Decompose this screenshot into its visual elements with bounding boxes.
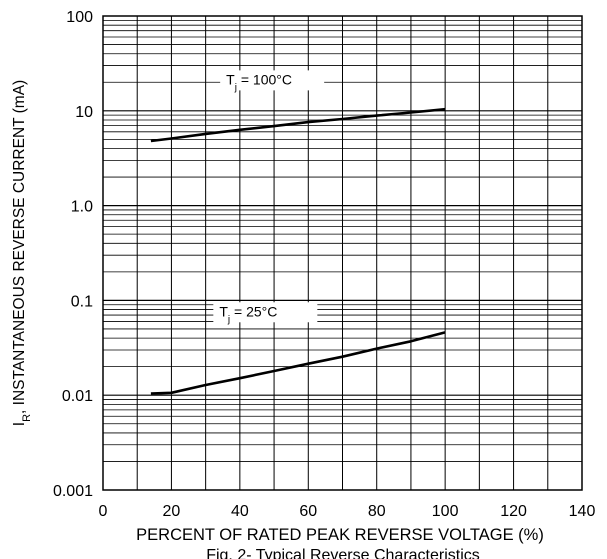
x-tick-label: 60 [299,503,317,520]
y-tick-label: 0.001 [53,483,93,500]
series-labels: Tj = 100°CTj = 25°C [213,70,325,325]
series-label-background [213,302,318,323]
x-tick-label: 100 [432,503,459,520]
series-line-1 [150,107,446,143]
y-tick-label: 100 [66,9,93,26]
y-tick-label: 1.0 [71,199,93,216]
series-line-2 [150,331,446,395]
series-label-post: = 100°C [237,71,292,87]
series-label-text: Tj = 25°C [219,303,277,325]
x-tick-label: 140 [569,503,596,520]
y-tick-label: 0.01 [62,388,93,405]
x-axis-label: PERCENT OF RATED PEAK REVERSE VOLTAGE (%… [136,526,544,544]
figure-caption: Fig. 2- Typical Reverse Characteristics [206,547,480,559]
x-tick-label: 40 [231,503,249,520]
x-tick-label: 80 [368,503,386,520]
x-tick-label: 0 [99,503,108,520]
series-layer [150,107,446,395]
x-tick-labels: 0 20 40 60 80 100 120 140 [99,503,596,520]
x-tick-label: 20 [163,503,181,520]
series-label-sub: j [227,314,230,325]
series-label-text: Tj = 100°C [226,71,292,93]
series-label-1: Tj = 100°C [220,70,325,93]
plot-frame [102,15,583,491]
series-label-2: Tj = 25°C [213,302,318,325]
series-label-pre: T [219,303,228,319]
grid [103,16,582,490]
y-tick-label: 0.1 [71,293,93,310]
series-label-background [220,70,325,91]
series-label-post: = 25°C [230,303,277,319]
y-axis-label: IR, INSTANTANEOUS REVERSE CURRENT (mA) [11,80,33,426]
series-label-pre: T [226,71,235,87]
x-tick-label: 120 [500,503,527,520]
y-tick-label: 10 [75,104,93,121]
y-tick-labels: 0.001 0.01 0.1 1.0 10 100 [53,9,93,500]
series-label-sub: j [234,82,237,93]
